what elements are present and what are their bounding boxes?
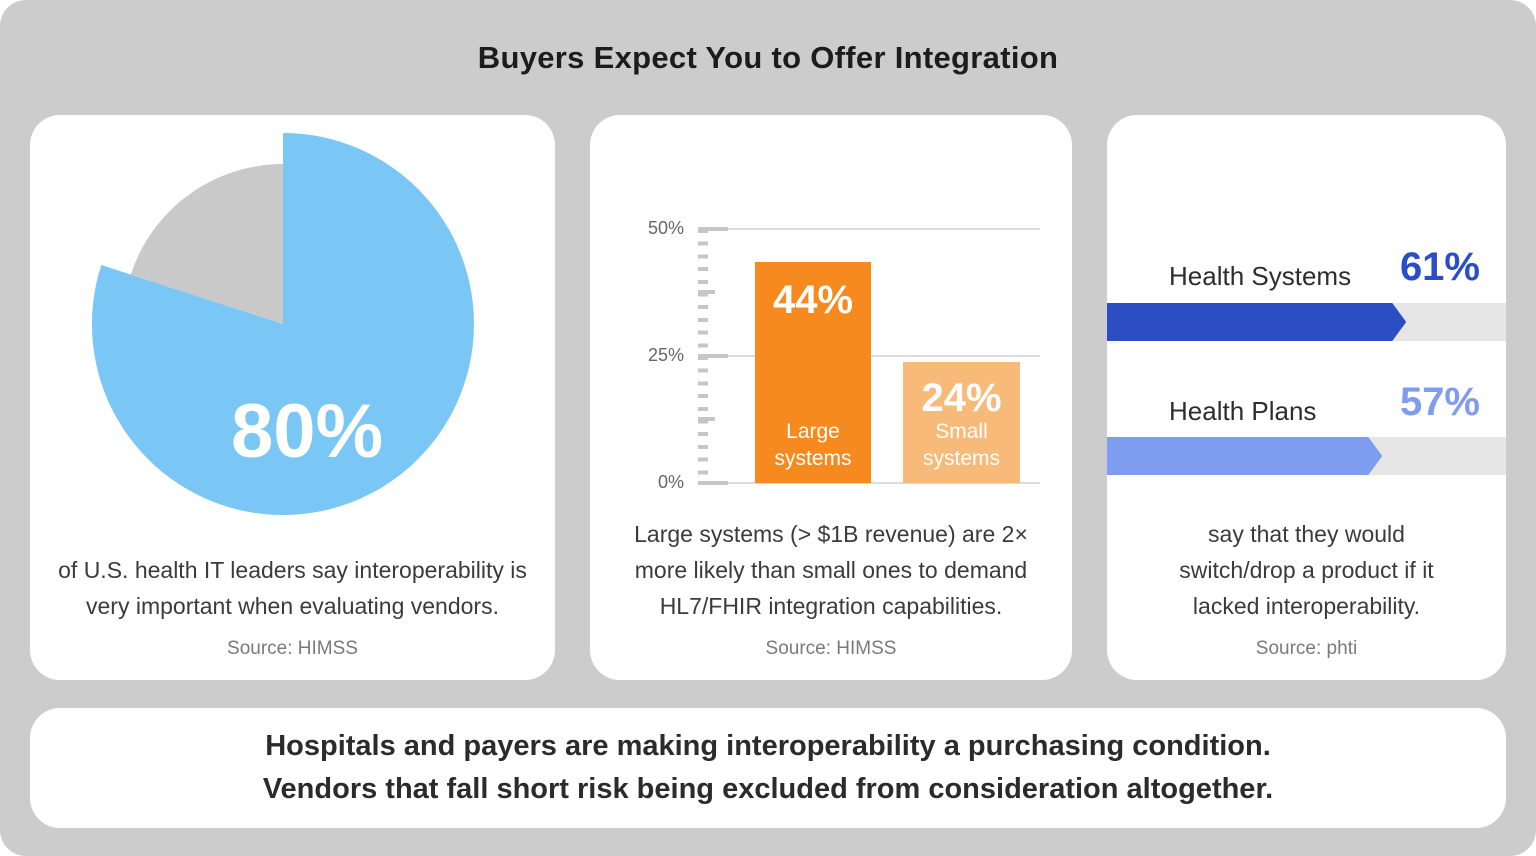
progress-fill-health-plans bbox=[1107, 437, 1382, 475]
y-tick-medium-12 bbox=[698, 417, 715, 421]
summary-banner: Hospitals and payers are making interope… bbox=[30, 708, 1506, 828]
pie-slice-remainder bbox=[130, 164, 283, 324]
bar-source: Source: HIMSS bbox=[765, 638, 897, 659]
summary-line-2: Vendors that fall short risk being exclu… bbox=[262, 773, 1274, 805]
gridline-0 bbox=[727, 482, 1040, 484]
metric-label-health-systems: Health Systems bbox=[1169, 261, 1352, 291]
pie-chart: 80% bbox=[91, 133, 474, 515]
metric-label-health-plans: Health Plans bbox=[1169, 396, 1317, 426]
y-tick-major-25 bbox=[698, 354, 728, 358]
pie-value-label: 80% bbox=[231, 389, 383, 474]
bar-large-label: Large systems bbox=[774, 420, 852, 470]
y-tick-label-0: 0% bbox=[657, 472, 684, 492]
y-tick-medium-37 bbox=[698, 290, 715, 294]
progress-track-health-plans bbox=[1107, 437, 1506, 475]
progress-fill-health-systems bbox=[1107, 303, 1406, 341]
gridline-50 bbox=[727, 228, 1040, 230]
y-tick-label-50: 50% bbox=[647, 218, 684, 238]
metric-value-health-systems: 61% bbox=[1399, 245, 1480, 289]
bar-large-systems: 44% Large systems bbox=[755, 262, 871, 483]
bar-small-value: 24% bbox=[921, 376, 1002, 420]
bar-small-systems: 24% Small systems bbox=[903, 362, 1020, 483]
arrow-source: Source: phti bbox=[1255, 638, 1358, 659]
y-tick-label-25: 25% bbox=[647, 345, 684, 365]
pie-source: Source: HIMSS bbox=[227, 638, 358, 659]
arrow-caption: say that they would switch/drop a produc… bbox=[1179, 521, 1434, 619]
y-tick-major-0 bbox=[698, 481, 728, 485]
gridline-25 bbox=[727, 355, 1040, 357]
arrow-stat-card: Health Systems 61% Health Plans 57% say … bbox=[1107, 115, 1506, 680]
metric-value-health-plans: 57% bbox=[1399, 380, 1480, 424]
page-title: Buyers Expect You to Offer Integration bbox=[477, 40, 1059, 75]
bar-small-label: Small systems bbox=[922, 420, 1000, 470]
pie-stat-card: 80% of U.S. health IT leaders say intero… bbox=[30, 115, 555, 680]
summary-line-1: Hospitals and payers are making interope… bbox=[265, 730, 1271, 762]
y-tick-major-50 bbox=[698, 227, 728, 231]
bar-large-value: 44% bbox=[772, 278, 854, 322]
pie-slice-main bbox=[91, 133, 474, 515]
pie-caption: of U.S. health IT leaders say interopera… bbox=[58, 557, 527, 619]
progress-track-health-systems bbox=[1107, 303, 1506, 341]
bar-stat-card: 50% 25% 0% 44% Large systems 24% Small s… bbox=[590, 115, 1072, 680]
bar-caption: Large systems (> $1B revenue) are 2× mor… bbox=[634, 521, 1028, 619]
